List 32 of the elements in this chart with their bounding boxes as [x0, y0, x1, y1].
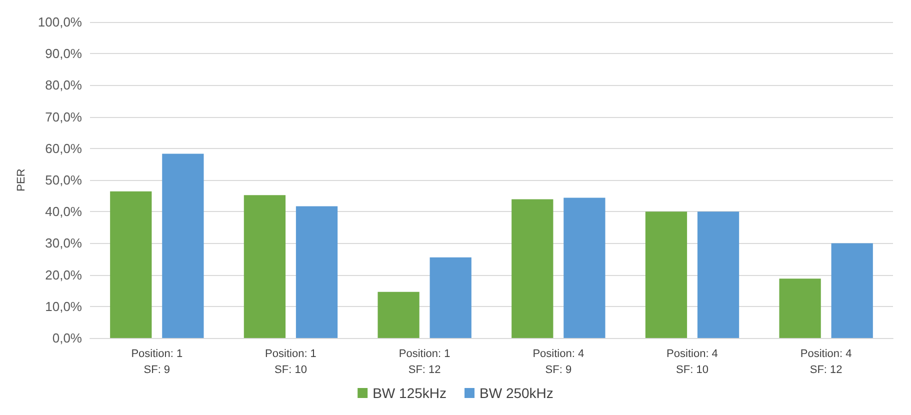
bar	[645, 212, 688, 338]
bar	[244, 195, 286, 338]
x-tick-label: Position: 4 SF: 9	[532, 348, 584, 376]
x-tick-label: Position: 1 SF: 12	[398, 348, 450, 376]
x-tick-label: Position: 1 SF: 10	[265, 348, 316, 376]
y-tick-label: 80,0%	[45, 78, 82, 93]
bar	[430, 257, 472, 338]
bar	[162, 154, 204, 338]
legend-label: BW 250kHz	[480, 385, 554, 401]
y-tick-label: 20,0%	[45, 267, 82, 282]
bar	[779, 278, 821, 338]
y-axis-title: PER	[16, 168, 28, 192]
y-tick-label: 50,0%	[45, 172, 82, 188]
y-tick-label: 100,0%	[38, 14, 82, 30]
y-tick-label: 40,0%	[45, 204, 82, 220]
bar	[831, 243, 873, 338]
y-tick-label: 90,0%	[45, 46, 82, 62]
y-tick-label: 30,0%	[45, 236, 82, 251]
x-tick-label: Position: 4 SF: 12	[800, 348, 852, 376]
x-tick-label: Position: 4 SF: 10	[666, 348, 718, 376]
bar	[110, 191, 152, 338]
y-tick-label: 10,0%	[45, 298, 82, 314]
bar	[697, 212, 740, 338]
y-tick-label: 0,0%	[52, 330, 82, 346]
legend-label: BW 125kHz	[372, 385, 447, 401]
y-tick-label: 60,0%	[45, 140, 82, 156]
x-tick-label: Position: 1 SF: 9	[131, 348, 183, 376]
bar	[296, 206, 338, 338]
bar	[564, 198, 606, 338]
bar	[378, 292, 420, 338]
bar	[512, 199, 554, 338]
y-tick-label: 70,0%	[45, 109, 82, 124]
